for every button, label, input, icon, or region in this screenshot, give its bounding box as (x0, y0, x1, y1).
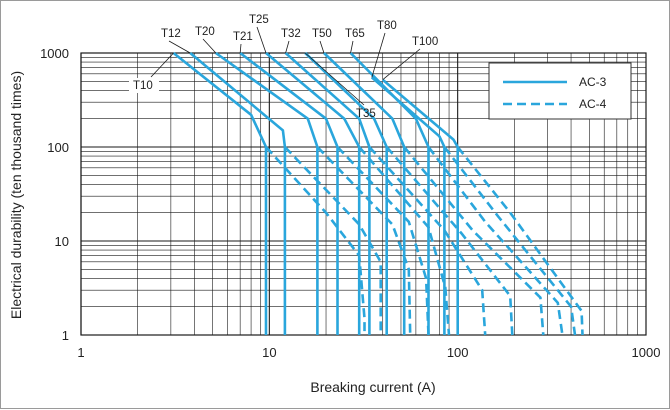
curves (172, 51, 584, 336)
y-tick-label: 1000 (40, 46, 69, 61)
curve-ac4-t20 (316, 146, 412, 336)
curve-label-t25: T25 (249, 14, 269, 26)
curve-ac3-t32 (284, 52, 371, 335)
curve-ac3-t21 (239, 51, 339, 335)
legend-label-ac-4: AC-4 (579, 97, 607, 111)
x-tick-label: 10 (262, 345, 276, 360)
curve-label-t10: T10 (133, 80, 153, 92)
curve-label-t100: T100 (412, 36, 438, 48)
curve-ac4-t80 (443, 146, 577, 336)
curve-ac3-t80 (370, 76, 446, 335)
curve-ac4-t50 (403, 146, 545, 336)
y-tick-label: 1 (62, 328, 69, 343)
curve-ac4-t100 (456, 146, 584, 336)
leader-line (304, 52, 365, 106)
curve-ac3-t25 (265, 52, 361, 335)
axes: 1 10 100 1000 1 10 100 1000 (40, 46, 660, 360)
x-tick-label: 1000 (632, 345, 661, 360)
curve-label-t20: T20 (195, 26, 215, 38)
y-tick-label: 100 (47, 140, 69, 155)
curve-labels: T10 T12 T20 T21 T25 T32 T35 T50 T65 T80 T100 (129, 14, 438, 120)
curve-ac4-t32 (368, 146, 487, 336)
curve-ac4-t35 (385, 146, 514, 336)
curve-label-t80: T80 (377, 20, 397, 32)
leader-line (202, 38, 217, 54)
y-tick-label: 10 (55, 234, 69, 249)
curve-label-t35: T35 (356, 108, 376, 120)
leader-line (150, 52, 174, 78)
legend-label-ac-3: AC-3 (579, 75, 607, 89)
legend-box (488, 62, 632, 120)
x-axis-title: Breaking current (A) (310, 379, 435, 395)
x-tick-label: 1 (77, 345, 84, 360)
curve-ac3-t10 (172, 51, 268, 335)
curve-ac3-t50 (323, 52, 406, 335)
curve-ac3-t100 (381, 78, 460, 335)
leader-line (350, 40, 354, 54)
curve-label-t12: T12 (161, 28, 181, 40)
leader-line (382, 48, 421, 81)
leader-line (168, 40, 191, 54)
leader-line (319, 40, 325, 54)
plot-border (80, 52, 647, 336)
leader-line (371, 32, 386, 78)
curve-ac3-t12 (189, 52, 287, 335)
y-axis-title: Electrical durability (ten thousand time… (8, 71, 24, 319)
curve-label-t50: T50 (312, 28, 332, 40)
curve-label-t32: T32 (281, 28, 301, 40)
curve-label-t65: T65 (345, 28, 365, 40)
curve-ac3-t35 (304, 52, 389, 335)
leader-line (256, 26, 267, 54)
leader-line (285, 40, 290, 54)
x-tick-label: 100 (447, 345, 469, 360)
label-bg (129, 78, 159, 93)
curve-ac3-t20 (215, 51, 319, 335)
leader-line (239, 43, 242, 54)
legend: AC-3 AC-4 (488, 62, 632, 120)
curve-label-t21: T21 (233, 31, 253, 43)
